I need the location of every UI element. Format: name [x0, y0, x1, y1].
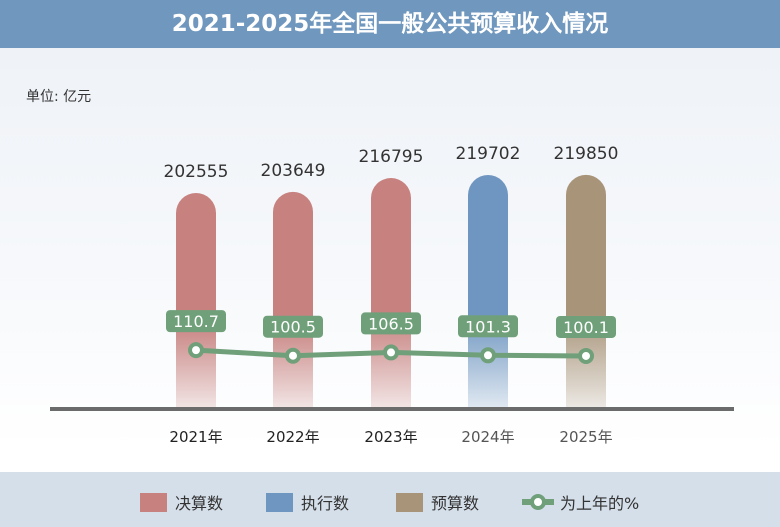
growth-point: [578, 347, 594, 364]
legend-item-growth: 为上年的%: [522, 490, 639, 514]
bar: [468, 174, 508, 408]
line-marker-icon: [522, 494, 554, 510]
legend-item-final: 决算数: [140, 490, 223, 514]
x-tick-label: 2025年: [559, 428, 612, 446]
growth-point: [188, 342, 204, 359]
growth-point: [285, 347, 301, 364]
growth-label-box: [263, 315, 323, 338]
legend-label: 执行数: [301, 494, 350, 513]
growth-label-box: [556, 315, 616, 338]
growth-label-box: [458, 315, 518, 338]
unit-label: 单位: 亿元: [26, 89, 92, 105]
x-tick-label: 2024年: [461, 428, 514, 446]
x-tick-label: 2021年: [169, 428, 222, 446]
bar: [176, 193, 216, 408]
x-axis: [50, 407, 734, 411]
bar: [566, 174, 606, 408]
bar: [273, 191, 313, 408]
growth-point: [383, 344, 399, 361]
legend-label: 决算数: [175, 494, 224, 513]
bar-value-label: 219850: [554, 144, 619, 164]
legend-swatch: [396, 492, 423, 512]
growth-label-box: [361, 312, 421, 335]
growth-value-label: 106.5: [368, 314, 414, 333]
bar: [371, 178, 411, 408]
bar-value-label: 216795: [359, 147, 424, 167]
growth-label-box: [166, 310, 226, 333]
growth-value-label: 100.5: [270, 318, 316, 337]
bar-value-label: 219702: [456, 144, 521, 164]
chart-title: 2021-2025年全国一般公共预算收入情况: [0, 0, 780, 48]
growth-value-label: 110.7: [173, 312, 219, 331]
legend-label: 预算数: [431, 494, 480, 513]
growth-value-label: 100.1: [563, 318, 609, 337]
legend-swatch: [140, 492, 167, 512]
legend-item-execution: 执行数: [266, 490, 349, 514]
x-tick-label: 2023年: [364, 428, 417, 446]
legend-swatch: [266, 492, 293, 512]
x-tick-label: 2022年: [266, 428, 319, 446]
bar-value-label: 202555: [164, 162, 229, 182]
chart-svg: 202555 2021年 203649 2022年 216795 2023年 219702 2…: [50, 144, 734, 446]
growth-value-label: 101.3: [465, 317, 511, 336]
legend-item-budget: 预算数: [396, 490, 479, 514]
legend-label: 为上年的%: [560, 494, 640, 513]
growth-point: [480, 347, 496, 364]
bar-value-label: 203649: [261, 161, 326, 181]
legend: 决算数 执行数 预算数 为上年的%: [0, 472, 780, 527]
